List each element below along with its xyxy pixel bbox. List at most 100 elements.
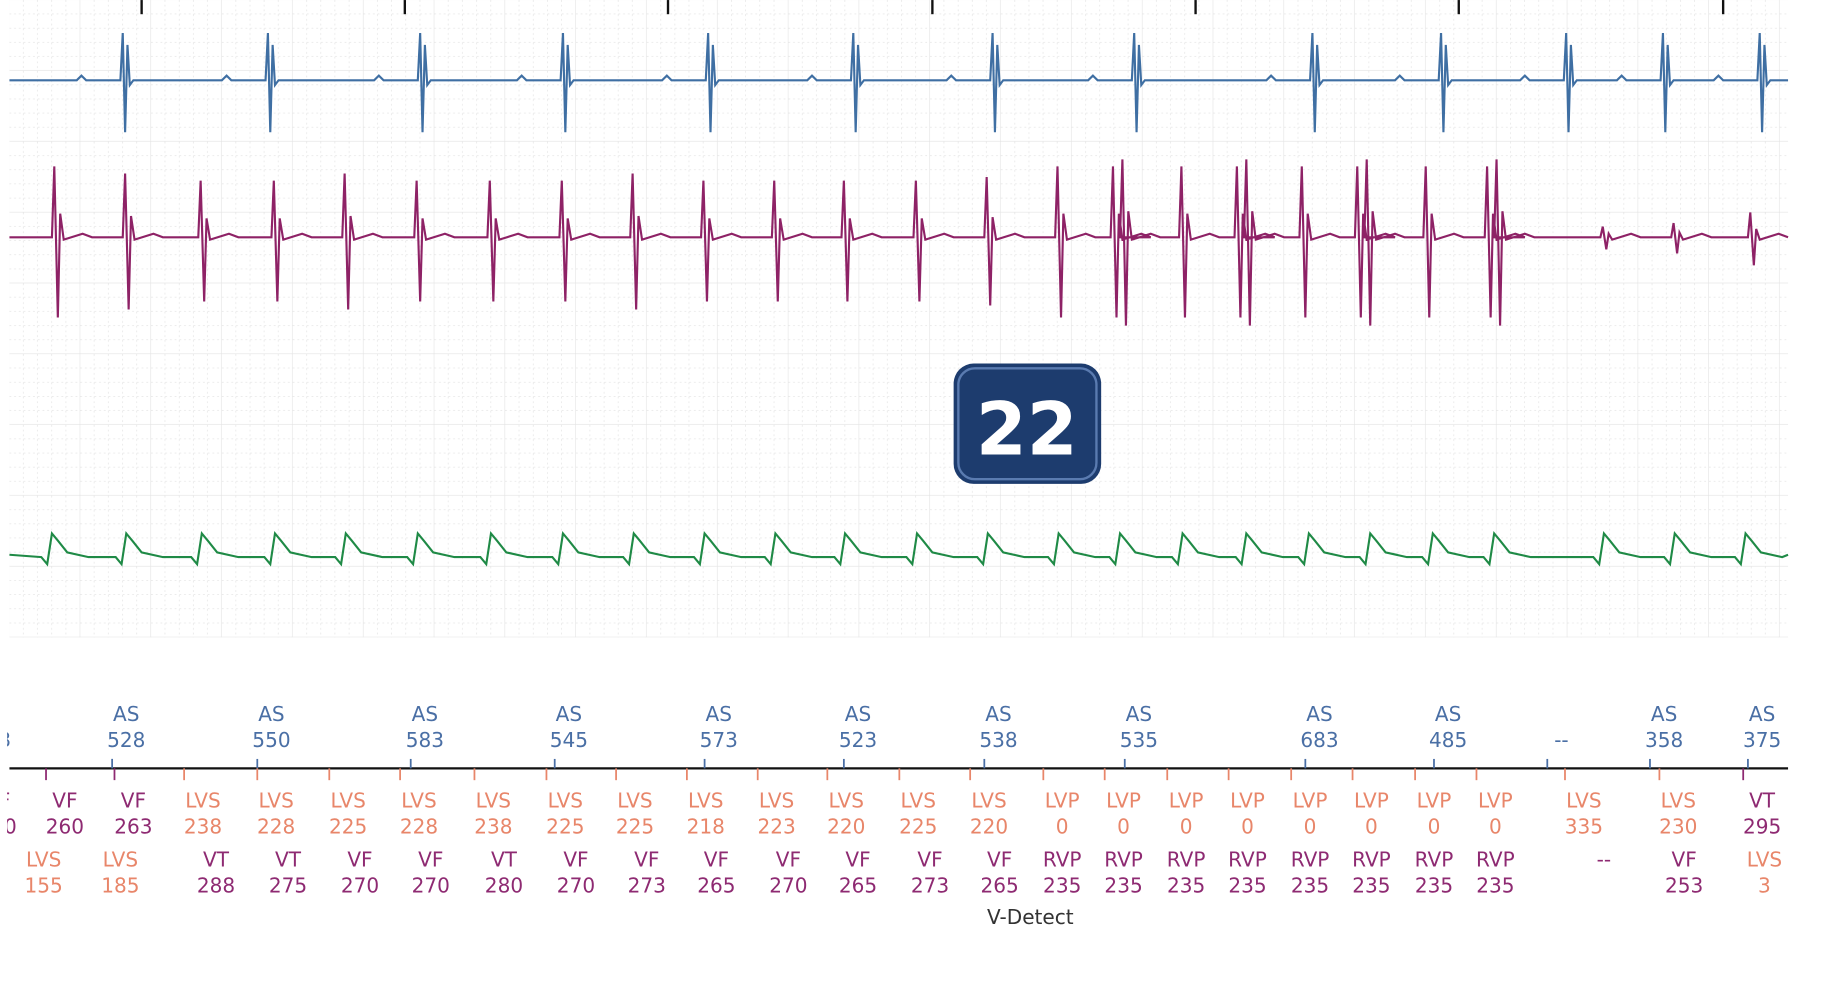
atrial-interval: 528 xyxy=(107,728,145,752)
atrial-interval: 550 xyxy=(252,728,290,752)
atrial-label: AS xyxy=(412,702,438,726)
ventricular-label: LVP xyxy=(1045,788,1080,812)
ventricular-label: LVS xyxy=(688,788,723,812)
trace-atrial xyxy=(9,33,1789,133)
ventricular-interval: 260 xyxy=(0,814,17,838)
atrial-label: AS xyxy=(1435,702,1461,726)
atrial-interval: 583 xyxy=(406,728,444,752)
trace-ventricular xyxy=(9,159,1789,326)
atrial-interval: 523 xyxy=(839,728,877,752)
ventricular-label: VF xyxy=(917,847,942,871)
ventricular-label: VF xyxy=(0,788,10,812)
ventricular-interval: 0 xyxy=(1180,814,1193,838)
footer-label: V-Detect xyxy=(987,905,1074,929)
ventricular-interval: 270 xyxy=(412,873,450,897)
ventricular-interval: 228 xyxy=(257,814,295,838)
ventricular-interval: 235 xyxy=(1476,873,1514,897)
atrial-label: AS xyxy=(1126,702,1152,726)
ventricular-interval: 185 xyxy=(101,873,139,897)
ventricular-interval: 270 xyxy=(341,873,379,897)
ventricular-label: LVP xyxy=(1230,788,1265,812)
ventricular-label: VF xyxy=(845,847,870,871)
ventricular-label: LVP xyxy=(1417,788,1452,812)
ventricular-interval: 235 xyxy=(1228,873,1266,897)
ventricular-interval: 235 xyxy=(1104,873,1142,897)
ventricular-label: LVP xyxy=(1354,788,1389,812)
ventricular-interval: 0 xyxy=(1365,814,1378,838)
traces xyxy=(9,33,1789,567)
ventricular-label: VF xyxy=(347,847,372,871)
ventricular-label: VF xyxy=(704,847,729,871)
ventricular-interval: 0 xyxy=(1241,814,1254,838)
badge-number: 22 xyxy=(976,387,1078,472)
ventricular-interval: 225 xyxy=(329,814,367,838)
ventricular-label: LVS xyxy=(1661,788,1696,812)
ventricular-label: LVS xyxy=(26,847,61,871)
badge: 22 xyxy=(953,363,1102,484)
ventricular-label: LVS xyxy=(759,788,794,812)
ventricular-interval: 220 xyxy=(827,814,865,838)
ventricular-label: RVP xyxy=(1352,847,1391,871)
ventricular-label: LVS xyxy=(971,788,1006,812)
ventricular-label: VT xyxy=(203,847,230,871)
ventricular-interval: 0 xyxy=(1428,814,1441,838)
ventricular-interval: 230 xyxy=(1659,814,1697,838)
ventricular-interval: 0 xyxy=(1117,814,1130,838)
atrial-interval: 3 xyxy=(0,728,11,752)
ventricular-label: RVP xyxy=(1104,847,1143,871)
ventricular-label: RVP xyxy=(1476,847,1515,871)
atrial-interval: 683 xyxy=(1300,728,1338,752)
atrial-label: AS xyxy=(1651,702,1677,726)
ventricular-interval: 273 xyxy=(911,873,949,897)
ventricular-interval: -- xyxy=(1597,847,1611,871)
ventricular-label: VF xyxy=(1672,847,1697,871)
ventricular-interval: 0 xyxy=(1489,814,1502,838)
ventricular-label: VT xyxy=(491,847,518,871)
ventricular-label: LVP xyxy=(1293,788,1328,812)
ventricular-label: LVS xyxy=(258,788,293,812)
ventricular-interval: 280 xyxy=(485,873,523,897)
ventricular-interval: 235 xyxy=(1043,873,1081,897)
trace-surface xyxy=(9,531,1789,567)
ventricular-label: RVP xyxy=(1291,847,1330,871)
ventricular-label: RVP xyxy=(1043,847,1082,871)
ventricular-label: LVS xyxy=(185,788,220,812)
ventricular-interval: 265 xyxy=(697,873,735,897)
atrial-label: AS xyxy=(706,702,732,726)
atrial-interval: -- xyxy=(1554,728,1568,752)
atrial-label: AS xyxy=(845,702,871,726)
ventricular-interval: 225 xyxy=(899,814,937,838)
ventricular-label: LVS xyxy=(548,788,583,812)
atrial-interval: 538 xyxy=(979,728,1017,752)
atrial-label: AS xyxy=(985,702,1011,726)
ventricular-interval: 238 xyxy=(184,814,222,838)
ventricular-interval: 238 xyxy=(474,814,512,838)
atrial-interval: 485 xyxy=(1429,728,1467,752)
markers: 3AS528AS550AS583AS545AS573AS523AS538AS53… xyxy=(0,702,1782,897)
ventricular-interval: 235 xyxy=(1415,873,1453,897)
ventricular-interval: 218 xyxy=(687,814,725,838)
ventricular-interval: 235 xyxy=(1352,873,1390,897)
atrial-interval: 545 xyxy=(550,728,588,752)
ventricular-interval: 265 xyxy=(981,873,1019,897)
ventricular-label: VT xyxy=(1749,788,1776,812)
ventricular-label: LVP xyxy=(1478,788,1513,812)
ventricular-label: VF xyxy=(634,847,659,871)
ventricular-interval: 288 xyxy=(197,873,235,897)
ventricular-label: LVS xyxy=(1747,847,1782,871)
atrial-interval: 535 xyxy=(1120,728,1158,752)
ventricular-interval: 155 xyxy=(25,873,63,897)
atrial-label: AS xyxy=(556,702,582,726)
ventricular-interval: 225 xyxy=(546,814,584,838)
ventricular-label: LVS xyxy=(330,788,365,812)
ventricular-interval: 273 xyxy=(628,873,666,897)
ventricular-label: LVS xyxy=(1566,788,1601,812)
ventricular-interval: 253 xyxy=(1665,873,1703,897)
atrial-interval: 375 xyxy=(1743,728,1781,752)
ventricular-label: VF xyxy=(418,847,443,871)
ventricular-label: LVS xyxy=(476,788,511,812)
ventricular-label: LVS xyxy=(829,788,864,812)
ventricular-label: VT xyxy=(275,847,302,871)
ventricular-interval: 335 xyxy=(1565,814,1603,838)
